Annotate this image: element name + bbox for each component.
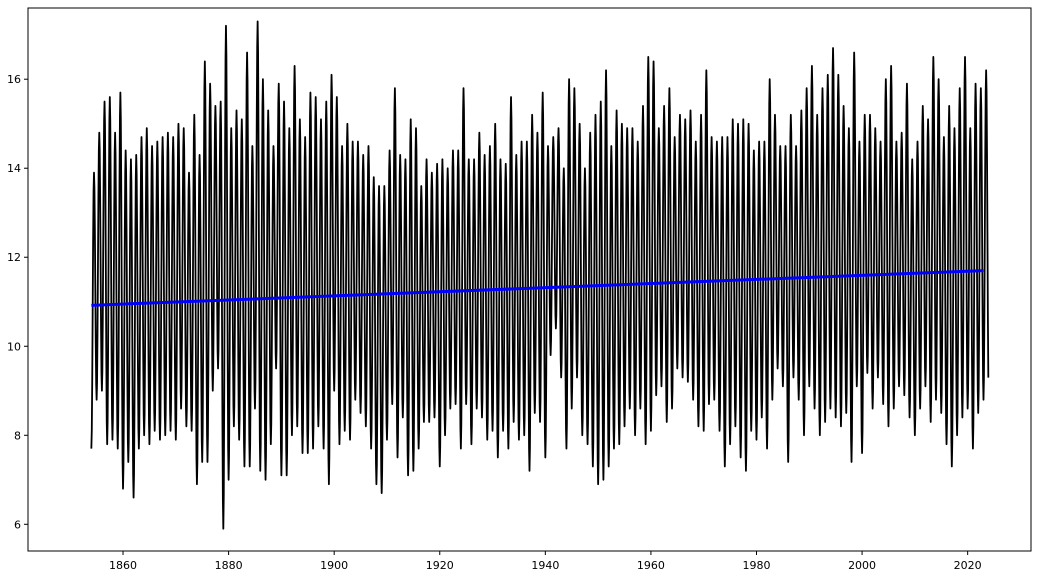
x-tick-label: 1860 [109,559,137,572]
x-tick-label: 2020 [954,559,982,572]
x-tick-label: 1900 [320,559,348,572]
series-layer [90,20,990,530]
x-tick-label: 2000 [848,559,876,572]
x-tick-label: 1880 [215,559,243,572]
x-tick-label: 1980 [742,559,770,572]
y-tick-label: 14 [7,162,21,175]
y-tick-label: 12 [7,251,21,264]
temperature-series-line [90,20,990,530]
plot-area-frame [27,7,1032,552]
y-axis: 6 8 10 12 14 16 [7,73,28,531]
y-tick-label: 16 [7,73,21,86]
x-tick-label: 1940 [531,559,559,572]
x-tick-label: 1920 [426,559,454,572]
y-tick-label: 6 [14,518,21,531]
y-tick-label: 10 [7,340,21,353]
y-tick-label: 8 [14,429,21,442]
trend-line [91,269,984,307]
x-tick-label: 1960 [637,559,665,572]
x-axis: 1860 1880 1900 1920 1940 1960 1980 2000 2020 [109,551,982,572]
